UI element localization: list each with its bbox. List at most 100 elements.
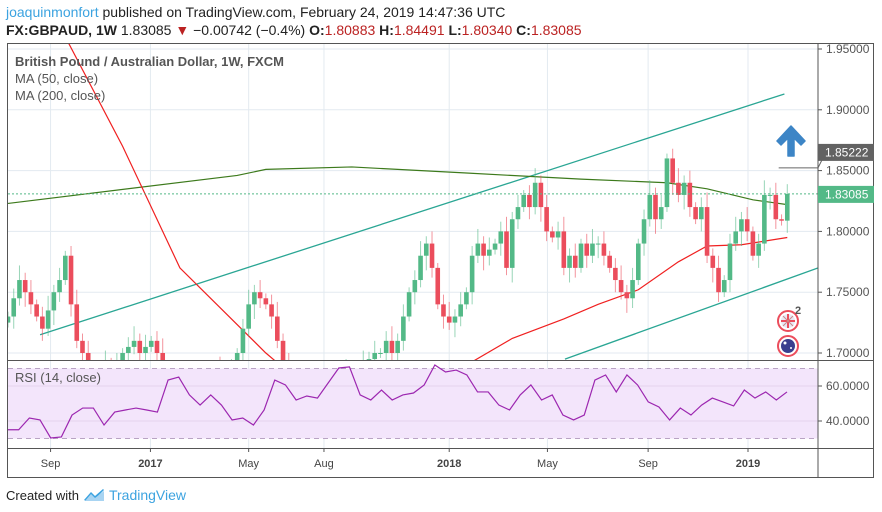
candle[interactable] bbox=[423, 243, 429, 256]
candle[interactable] bbox=[85, 353, 91, 371]
candle[interactable] bbox=[435, 267, 441, 305]
candle[interactable] bbox=[590, 243, 595, 256]
candle[interactable] bbox=[143, 346, 148, 353]
candle[interactable] bbox=[154, 340, 160, 353]
candle[interactable] bbox=[28, 292, 34, 305]
candle[interactable] bbox=[148, 340, 154, 347]
candle[interactable] bbox=[418, 255, 423, 281]
candle[interactable] bbox=[17, 280, 22, 299]
candle[interactable] bbox=[756, 243, 761, 256]
candle[interactable] bbox=[131, 340, 137, 347]
candle[interactable] bbox=[710, 255, 716, 268]
candle[interactable] bbox=[744, 219, 750, 232]
arrow-up-icon[interactable] bbox=[776, 125, 806, 157]
candle[interactable] bbox=[492, 243, 498, 250]
candle[interactable] bbox=[733, 231, 739, 244]
candle[interactable] bbox=[406, 292, 412, 317]
candle[interactable] bbox=[636, 243, 641, 281]
candle[interactable] bbox=[246, 304, 251, 329]
candle[interactable] bbox=[618, 280, 624, 293]
candle[interactable] bbox=[784, 193, 790, 221]
candle[interactable] bbox=[366, 359, 372, 365]
candle[interactable] bbox=[481, 243, 486, 256]
candle[interactable] bbox=[280, 340, 286, 365]
candle[interactable] bbox=[739, 219, 744, 232]
candle[interactable] bbox=[578, 243, 584, 268]
candle[interactable] bbox=[401, 316, 406, 341]
candle[interactable] bbox=[762, 194, 767, 244]
candle[interactable] bbox=[498, 231, 504, 244]
legend-ma200[interactable]: MA (200, close) bbox=[15, 88, 106, 103]
candle[interactable] bbox=[567, 255, 572, 268]
candle[interactable] bbox=[63, 255, 68, 281]
candle[interactable] bbox=[464, 292, 469, 305]
candle[interactable] bbox=[664, 158, 670, 208]
candle[interactable] bbox=[234, 353, 240, 371]
candle[interactable] bbox=[572, 255, 578, 268]
candle[interactable] bbox=[721, 280, 727, 293]
candle[interactable] bbox=[767, 194, 773, 196]
candle[interactable] bbox=[137, 340, 143, 353]
candle[interactable] bbox=[45, 310, 51, 329]
candle[interactable] bbox=[670, 158, 675, 183]
candle[interactable] bbox=[504, 231, 509, 268]
candle[interactable] bbox=[681, 182, 687, 195]
candle[interactable] bbox=[452, 316, 458, 323]
candle[interactable] bbox=[544, 207, 549, 232]
candle[interactable] bbox=[601, 243, 607, 256]
candle[interactable] bbox=[446, 316, 452, 323]
candle[interactable] bbox=[68, 255, 74, 305]
australia-flag-event-icon[interactable] bbox=[777, 335, 799, 357]
candle[interactable] bbox=[509, 219, 515, 268]
legend-ma50[interactable]: MA (50, close) bbox=[15, 71, 99, 86]
candle[interactable] bbox=[269, 304, 274, 317]
candle[interactable] bbox=[687, 182, 693, 208]
candle[interactable] bbox=[395, 340, 400, 353]
candle[interactable] bbox=[607, 255, 612, 268]
candle[interactable] bbox=[263, 298, 269, 305]
candle[interactable] bbox=[773, 194, 779, 220]
candle[interactable] bbox=[458, 304, 463, 317]
candle[interactable] bbox=[550, 231, 555, 238]
candle[interactable] bbox=[716, 267, 721, 293]
candle[interactable] bbox=[252, 292, 257, 305]
candle[interactable] bbox=[487, 249, 492, 256]
candle[interactable] bbox=[647, 194, 653, 220]
candle[interactable] bbox=[412, 280, 418, 293]
candle[interactable] bbox=[699, 207, 704, 220]
candle[interactable] bbox=[51, 292, 57, 311]
candle[interactable] bbox=[120, 353, 125, 365]
candle[interactable] bbox=[630, 280, 635, 299]
candle[interactable] bbox=[538, 182, 544, 208]
candle[interactable] bbox=[779, 219, 784, 221]
candle[interactable] bbox=[561, 231, 567, 268]
candle[interactable] bbox=[22, 280, 28, 293]
candle[interactable] bbox=[240, 328, 246, 353]
candle[interactable] bbox=[555, 231, 561, 238]
candle[interactable] bbox=[469, 255, 475, 293]
candle[interactable] bbox=[693, 207, 698, 220]
candle[interactable] bbox=[34, 304, 39, 317]
candle[interactable] bbox=[57, 280, 62, 293]
candle[interactable] bbox=[676, 182, 681, 195]
candle[interactable] bbox=[658, 207, 664, 220]
candle[interactable] bbox=[40, 316, 45, 329]
candle[interactable] bbox=[475, 243, 481, 256]
candle[interactable] bbox=[126, 346, 131, 353]
candle[interactable] bbox=[441, 304, 446, 317]
legend-rsi[interactable]: RSI (14, close) bbox=[15, 370, 101, 385]
candle[interactable] bbox=[160, 353, 166, 371]
candle[interactable] bbox=[521, 194, 526, 208]
author-link[interactable]: joaquinmonfort bbox=[6, 4, 99, 20]
candle[interactable] bbox=[275, 316, 280, 341]
candle[interactable] bbox=[74, 304, 80, 341]
candle[interactable] bbox=[641, 219, 647, 244]
candle[interactable] bbox=[613, 267, 618, 281]
candle[interactable] bbox=[527, 194, 532, 208]
candle[interactable] bbox=[750, 231, 756, 256]
candle[interactable] bbox=[372, 353, 378, 360]
candle[interactable] bbox=[727, 243, 733, 281]
candle[interactable] bbox=[624, 292, 630, 299]
candle[interactable] bbox=[11, 298, 17, 317]
trend-line[interactable] bbox=[564, 267, 818, 360]
